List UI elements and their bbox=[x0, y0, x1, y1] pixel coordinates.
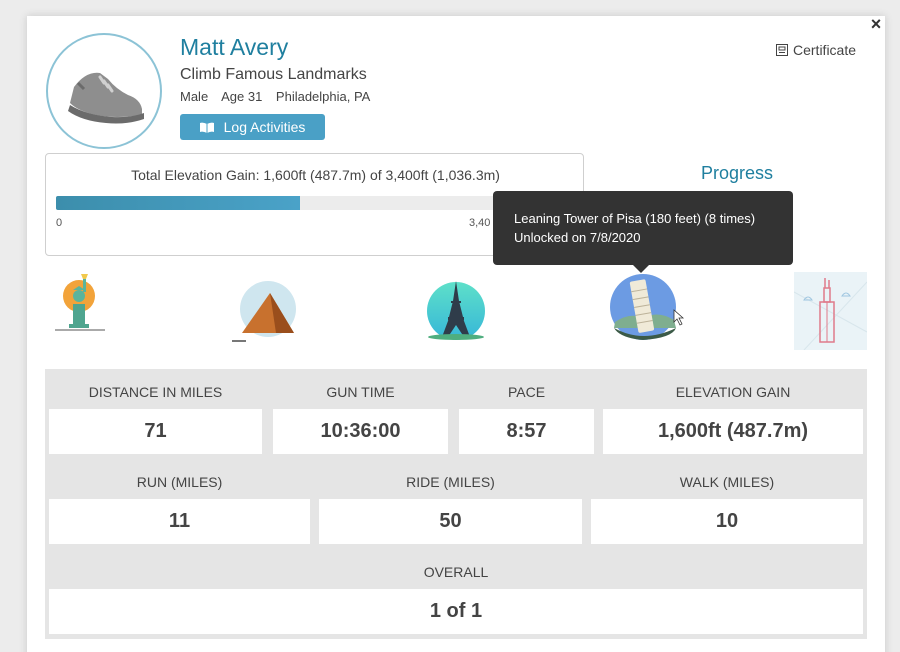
statue-of-liberty-icon[interactable] bbox=[55, 274, 107, 332]
eiffel-tower-icon[interactable] bbox=[424, 277, 488, 341]
elevation-progress-fill bbox=[56, 196, 301, 210]
landmark-tooltip: Leaning Tower of Pisa (180 feet) (8 time… bbox=[493, 191, 793, 273]
overall-label: OVERALL bbox=[423, 564, 489, 580]
tooltip-unlocked-date: Unlocked on 7/8/2020 bbox=[514, 230, 641, 245]
certificate-label: Certificate bbox=[793, 42, 857, 58]
leaning-tower-of-pisa-icon[interactable] bbox=[610, 272, 686, 348]
challenge-name: Climb Famous Landmarks bbox=[180, 66, 367, 83]
walk-label: WALK (MILES) bbox=[679, 474, 775, 490]
run-label: RUN (MILES) bbox=[136, 474, 223, 490]
close-icon[interactable]: × bbox=[870, 14, 882, 34]
elevation-gain-value: 1,600ft (487.7m) bbox=[603, 409, 863, 454]
progress-min-label: 0 bbox=[56, 217, 63, 229]
gun-time-label: GUN TIME bbox=[326, 384, 395, 400]
run-value: 11 bbox=[49, 499, 310, 544]
elevation-gain-label: ELEVATION GAIN bbox=[675, 384, 791, 400]
running-shoe-icon bbox=[68, 72, 144, 124]
log-activities-button[interactable]: Log Activities bbox=[180, 114, 325, 140]
certificate-icon bbox=[776, 44, 788, 56]
ride-value: 50 bbox=[319, 499, 582, 544]
avatar bbox=[46, 33, 162, 149]
elevation-progress-bar bbox=[56, 196, 575, 210]
progress-heading: Progress bbox=[701, 163, 774, 183]
elevation-progress-box: Total Elevation Gain: 1,600ft (487.7m) o… bbox=[45, 153, 584, 256]
distance-label: DISTANCE IN MILES bbox=[88, 384, 223, 400]
gun-time-value: 10:36:00 bbox=[273, 409, 448, 454]
tooltip-landmark-info: Leaning Tower of Pisa (180 feet) (8 time… bbox=[514, 211, 756, 226]
overall-value: 1 of 1 bbox=[49, 589, 863, 634]
age: Age 31 bbox=[221, 89, 263, 104]
gender: Male bbox=[180, 89, 209, 104]
pace-value: 8:57 bbox=[459, 409, 594, 454]
location: Philadelphia, PA bbox=[275, 89, 371, 104]
pace-label: PACE bbox=[507, 384, 546, 400]
ride-label: RIDE (MILES) bbox=[406, 474, 495, 490]
log-activities-label: Log Activities bbox=[223, 119, 306, 135]
distance-value: 71 bbox=[49, 409, 262, 454]
user-meta: Male Age 31 Philadelphia, PA bbox=[180, 89, 380, 104]
willis-tower-icon[interactable] bbox=[793, 272, 868, 351]
certificate-link[interactable]: Certificate bbox=[776, 42, 856, 58]
pyramid-icon[interactable] bbox=[232, 279, 296, 344]
book-icon bbox=[199, 122, 214, 133]
profile-modal: Matt Avery Climb Famous Landmarks Male A… bbox=[27, 16, 885, 652]
progress-max-label: 3,40 bbox=[469, 217, 491, 229]
stats-panel: DISTANCE IN MILES GUN TIME PACE ELEVATIO… bbox=[45, 369, 867, 639]
walk-value: 10 bbox=[591, 499, 863, 544]
elevation-title: Total Elevation Gain: 1,600ft (487.7m) o… bbox=[131, 167, 500, 183]
user-name: Matt Avery bbox=[180, 34, 289, 60]
